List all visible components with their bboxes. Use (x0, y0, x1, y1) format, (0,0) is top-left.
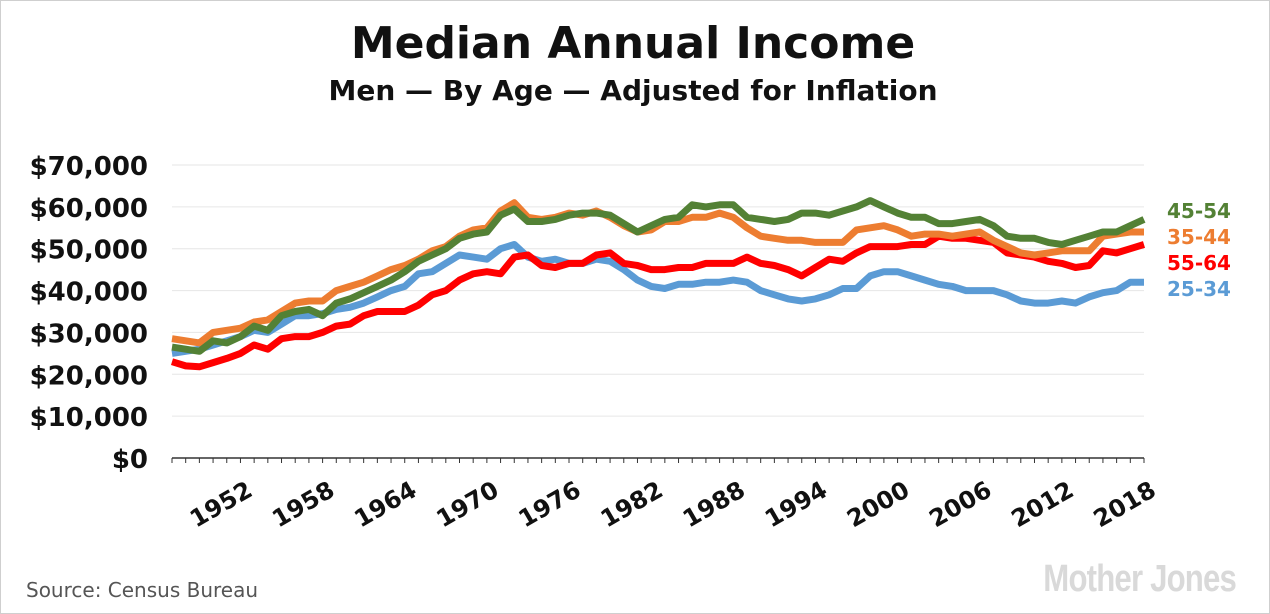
y-tick-label: $50,000 (30, 236, 148, 266)
y-tick-label: $0 (112, 445, 148, 475)
x-tick-label: 1994 (760, 476, 832, 534)
x-axis (171, 457, 1145, 463)
y-tick-label: $70,000 (30, 152, 148, 182)
y-tick-label: $10,000 (30, 403, 148, 433)
x-tick-label: 1976 (514, 476, 586, 534)
x-tick-label: 1988 (678, 476, 750, 534)
x-tick-label: 2012 (1007, 476, 1079, 534)
y-axis-tick-labels: $0 $10,000 $20,000 $30,000 $40,000 $50,000 $60… (30, 152, 148, 475)
source-note: Source: Census Bureau (26, 578, 259, 602)
y-tick-label: $40,000 (30, 278, 148, 308)
x-axis-tick-labels: 1952 1958 1964 1970 1976 1982 1988 1994 2000 2006… (185, 476, 1160, 534)
x-tick-label: 2000 (842, 476, 914, 534)
legend-label-45-54: 45-54 (1167, 199, 1231, 223)
series-line-55-64 (170, 232, 1146, 371)
x-tick-label: 1982 (596, 476, 668, 534)
legend-label-25-34: 25-34 (1167, 277, 1231, 301)
series-line-45-54 (171, 197, 1146, 355)
chart-subtitle: Men — By Age — Adjusted for Inflation (328, 74, 938, 107)
x-tick-label: 2018 (1089, 476, 1161, 534)
series-lines (170, 197, 1146, 371)
x-tick-label: 1970 (432, 476, 504, 534)
brand-logo: Mother Jones (1043, 558, 1237, 600)
x-tick-label: 1952 (185, 476, 257, 534)
series-line-25-34 (171, 241, 1144, 357)
x-tick-label: 2006 (924, 476, 996, 534)
legend-label-35-44: 35-44 (1167, 225, 1231, 249)
x-tick-label: 1958 (267, 476, 339, 534)
legend-label-55-64: 55-64 (1167, 251, 1231, 275)
y-tick-label: $20,000 (30, 361, 148, 391)
chart-title: Median Annual Income (350, 18, 916, 69)
y-tick-label: $60,000 (30, 194, 148, 224)
x-tick-label: 1964 (349, 476, 421, 534)
y-tick-label: $30,000 (30, 319, 148, 349)
